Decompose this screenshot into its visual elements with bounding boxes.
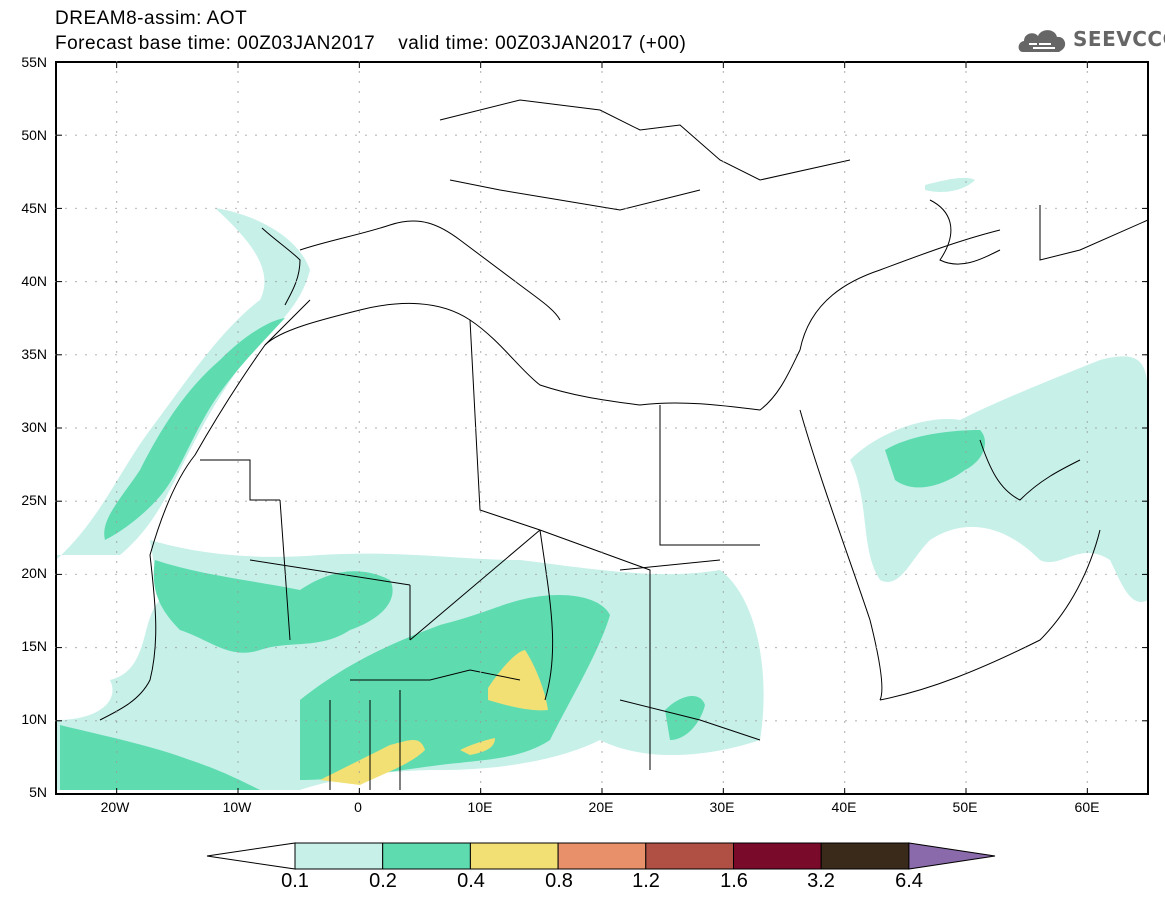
lat-label-5n: 5N [29, 784, 47, 800]
aot-level-0.1 [56, 178, 1148, 790]
lat-label-40n: 40N [21, 273, 47, 289]
lat-label-35n: 35N [21, 346, 47, 362]
colorbar-label: 6.4 [895, 870, 923, 893]
lat-label-45n: 45N [21, 200, 47, 216]
lat-label-15n: 15N [21, 638, 47, 654]
lat-label-20n: 20N [21, 565, 47, 581]
lon-label-60e: 60E [1075, 799, 1100, 815]
colorbar-label: 1.6 [720, 870, 748, 893]
lat-label-10n: 10N [21, 711, 47, 727]
colorbar-label: 3.2 [807, 870, 835, 893]
lon-label-50e: 50E [953, 799, 978, 815]
lat-label-25n: 25N [21, 492, 47, 508]
colorbar-label: 1.2 [632, 870, 660, 893]
colorbar-label: 0.2 [369, 870, 397, 893]
colorbar-label: 0.8 [545, 870, 573, 893]
lon-label-20e: 20E [589, 799, 614, 815]
lon-label-30e: 30E [710, 799, 735, 815]
lat-label-55n: 55N [21, 54, 47, 70]
lon-label-20w: 20W [101, 799, 130, 815]
lat-label-30n: 30N [21, 419, 47, 435]
lon-label-40e: 40E [832, 799, 857, 815]
lon-label-10e: 10E [468, 799, 493, 815]
colorbar-label: 0.4 [457, 870, 485, 893]
colorbar-label: 0.1 [281, 870, 309, 893]
lon-label-10w: 10W [223, 799, 252, 815]
lat-label-50n: 50N [21, 127, 47, 143]
lon-label-0: 0 [354, 799, 362, 815]
